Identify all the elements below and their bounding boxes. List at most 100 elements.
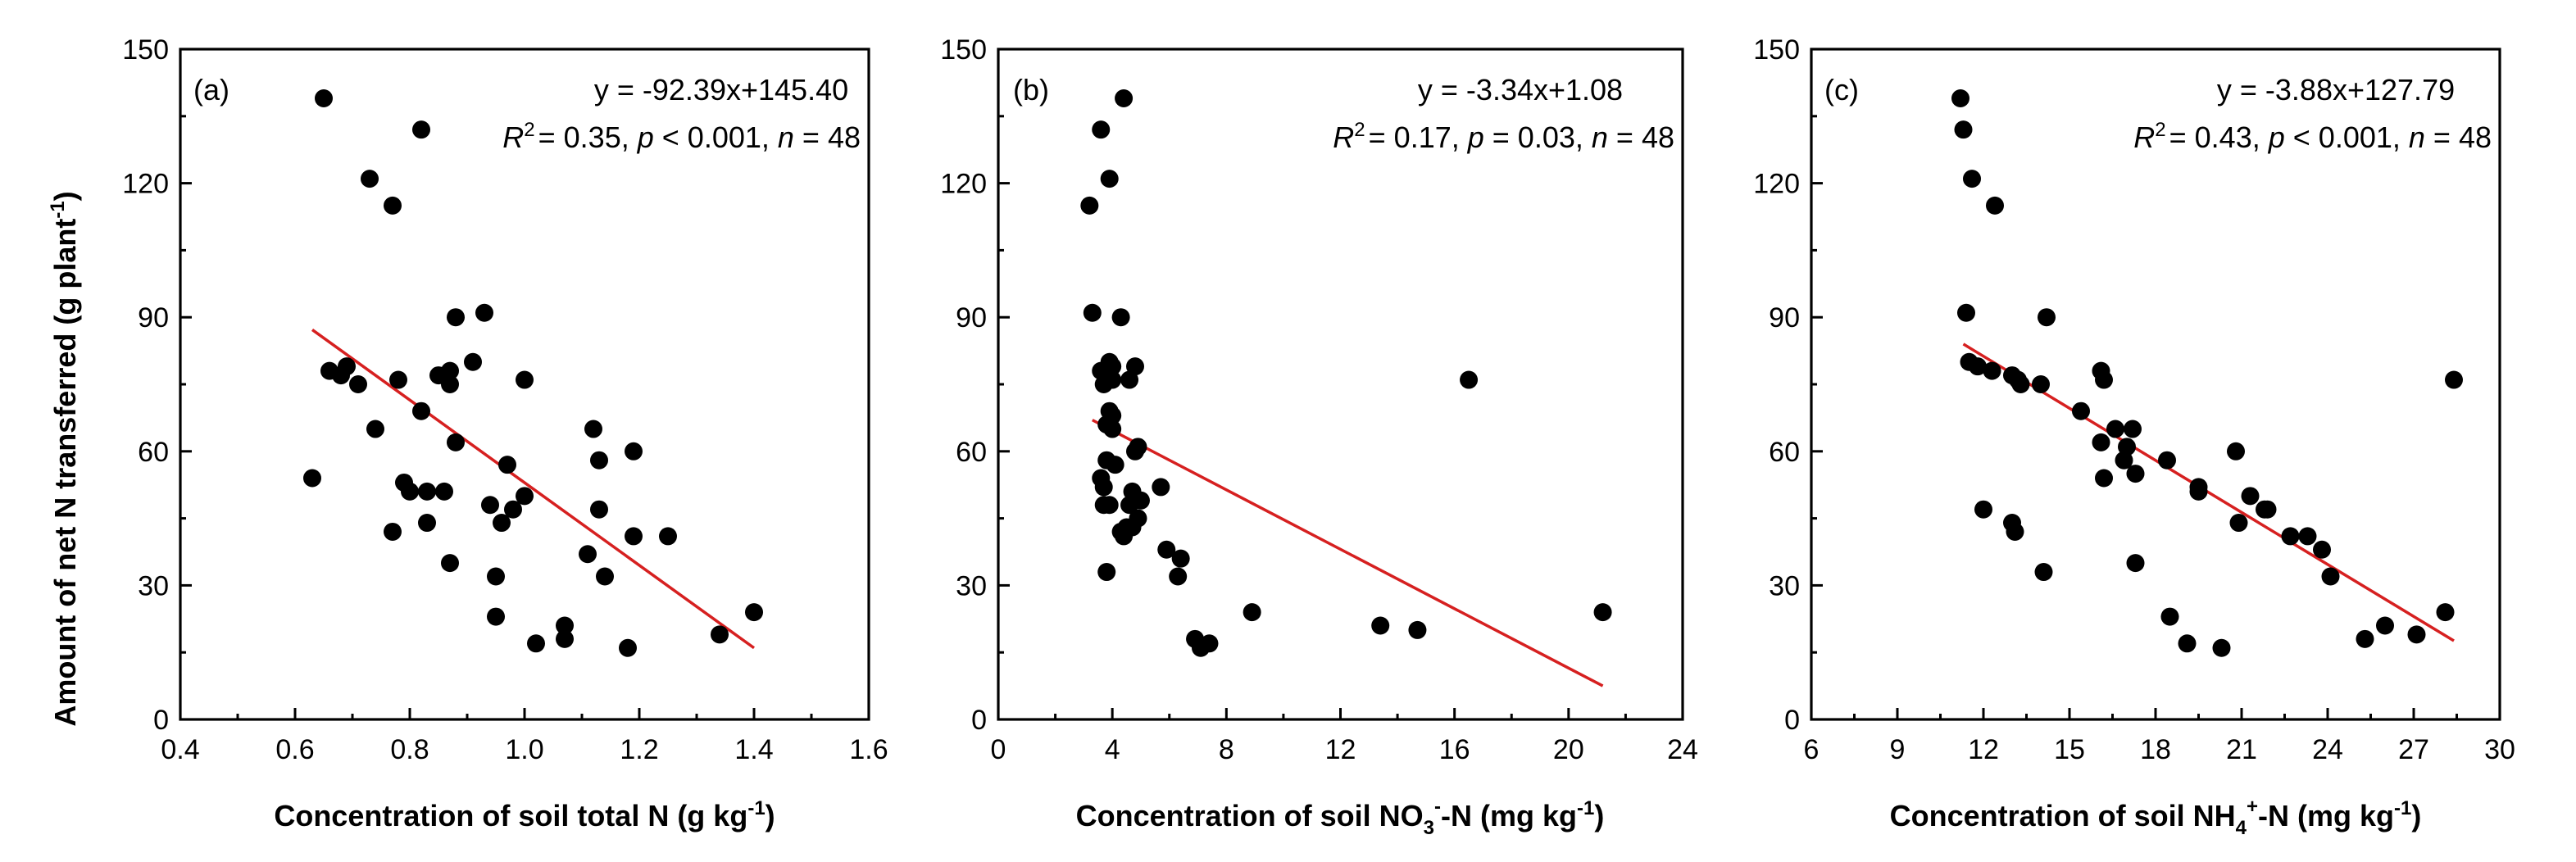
panel-a-x-tick-label: 0.4: [161, 734, 199, 765]
panel-b-xlabel-post: -N (mg kg: [1441, 799, 1577, 833]
panel-c-data-point: [2092, 433, 2110, 451]
panel-c-x-tick-label: 18: [2140, 734, 2171, 765]
panel-b-data-point: [1152, 478, 1170, 497]
panel-b-y-tick-label: 60: [956, 437, 987, 468]
panel-c-data-point: [2212, 638, 2231, 657]
panel-a-xlabel-pre: Concentration of soil total N (g kg: [274, 799, 747, 833]
panel-c-x-axis-title: Concentration of soil NH4+-N (mg kg-1): [1890, 796, 2422, 839]
panel-a-data-point: [504, 500, 522, 519]
panel-c-xlabel-post: -N (mg kg: [2258, 799, 2394, 833]
panel-a-data-point: [338, 357, 356, 376]
panel-a-data-point: [590, 500, 608, 519]
panel-c-data-point: [2313, 540, 2331, 559]
panel-b-y-tick-label: 30: [956, 570, 987, 601]
panel-b-data-point: [1106, 456, 1124, 474]
panel-a-y-tick-label: 60: [138, 437, 169, 468]
panel-c-p-value: < 0.001,: [2285, 120, 2409, 154]
panel-c-r-symbol: R: [2133, 120, 2155, 154]
panel-c-data-point: [1974, 500, 1992, 519]
panel-c-r2-value: = 0.43,: [2169, 120, 2269, 154]
panel-c-data-point: [2407, 625, 2426, 644]
panel-a-data-point: [745, 603, 763, 622]
panel-b-data-point: [1097, 563, 1116, 582]
panel-b-n-value: = 48: [1608, 120, 1674, 154]
panel-a-data-point: [481, 496, 499, 515]
panel-b-x-tick-label: 8: [1219, 734, 1234, 765]
panel-c-data-point: [1969, 357, 1987, 376]
panel-a-data-point: [384, 522, 402, 541]
panel-b-x-axis-title: Concentration of soil NO3--N (mg kg-1): [1076, 796, 1605, 839]
panel-c-ticks: 6 9 12 15 18 21 24 27 30 0 30 60 90 120 150: [1753, 34, 2515, 765]
panel-a-y-tick-label: 0: [153, 705, 169, 736]
panel-c-n-value: = 48: [2425, 120, 2492, 154]
panel-c-data-point: [2126, 465, 2145, 483]
panel-c-y-tick-label: 120: [1753, 169, 1800, 200]
panel-b-xlabel-sup: -: [1434, 796, 1441, 818]
panel-c-data-point: [2445, 370, 2463, 389]
panel-c-data-point: [2160, 607, 2179, 626]
panel-a-xlabel-sup: -1: [747, 797, 765, 819]
panel-a-points: [303, 88, 763, 657]
panel-c-data-point: [2229, 514, 2248, 533]
y-axis-title-main: Amount of net N transferred (g plant: [48, 219, 82, 727]
panel-c-data-point: [2281, 527, 2300, 546]
panel-a-data-point: [711, 625, 729, 644]
panel-c-fit-group: [1962, 343, 2455, 642]
panel-c-xlabel-sub: 4: [2236, 817, 2247, 839]
panel-a-data-point: [447, 433, 465, 451]
panel-a-data-point: [475, 303, 493, 322]
panel-c-data-point: [2006, 522, 2024, 541]
panel-c-data-point: [2178, 634, 2197, 653]
panel-a-data-point: [361, 170, 379, 188]
panel-b-x-tick-label: 12: [1325, 734, 1356, 765]
panel-c-x-tick-label: 21: [2226, 734, 2257, 765]
panel-a-data-point: [389, 370, 407, 389]
panel-b-data-point: [1408, 620, 1427, 639]
panel-a-data-point: [418, 514, 436, 533]
panel-a-data-point: [487, 607, 505, 626]
panel-c-y-tick-label: 60: [1769, 437, 1800, 468]
panel-a-data-point: [596, 567, 614, 586]
panel-a-data-point: [441, 361, 459, 380]
panel-a-x-tick-label: 1.2: [620, 734, 658, 765]
panel-a-xlabel-post: ): [766, 799, 775, 833]
panel-b-x-tick-label: 4: [1105, 734, 1120, 765]
panel-c-x-tick-label: 12: [1968, 734, 1999, 765]
panel-c-data-point: [2126, 554, 2145, 573]
panel-b-data-point: [1103, 406, 1122, 425]
panel-b-data-point: [1371, 616, 1390, 635]
panel-a-data-point: [303, 469, 321, 488]
panel-a-fit-group: [311, 329, 756, 650]
panel-b-data-point: [1243, 603, 1261, 622]
panel-a-x-tick-label: 0.8: [390, 734, 429, 765]
panel-b-data-point: [1100, 170, 1119, 188]
panel-c-equation: y = -3.88x+127.79: [2217, 73, 2455, 107]
panel-b-data-point: [1126, 442, 1144, 460]
panel-b-p-symbol: p: [1467, 120, 1484, 154]
y-axis-title-tail: ): [48, 191, 82, 201]
panel-a-r-sup: 2: [524, 119, 534, 141]
panel-b-data-point: [1200, 634, 1219, 653]
panel-b-label: (b): [1013, 73, 1049, 107]
panel-b-n-symbol: n: [1592, 120, 1608, 154]
panel-c-data-point: [2032, 375, 2050, 393]
panel-c-fit-line: [1962, 343, 2455, 642]
panel-b-xlabel-sub: 3: [1424, 817, 1434, 839]
panel-c-data-point: [2241, 487, 2260, 506]
panel-b-x-tick-label: 24: [1667, 734, 1698, 765]
panel-a-y-tick-label: 90: [138, 302, 169, 333]
panel-c-data-point: [2115, 451, 2133, 470]
panel-c-y-tick-label: 150: [1753, 34, 1800, 66]
panel-c-data-point: [2227, 442, 2245, 460]
panel-a-data-point: [516, 370, 534, 389]
panel-a-data-point: [584, 420, 602, 438]
panel-c-data-point: [2376, 616, 2394, 635]
panel-c-data-point: [2106, 420, 2124, 438]
panel-c-x-tick-label: 24: [2312, 734, 2343, 765]
panel-c-x-tick-label: 9: [1890, 734, 1906, 765]
panel-c-data-point: [1957, 303, 1975, 322]
panel-c-x-tick-label: 15: [2054, 734, 2085, 765]
panel-c-points: [1951, 88, 2463, 657]
